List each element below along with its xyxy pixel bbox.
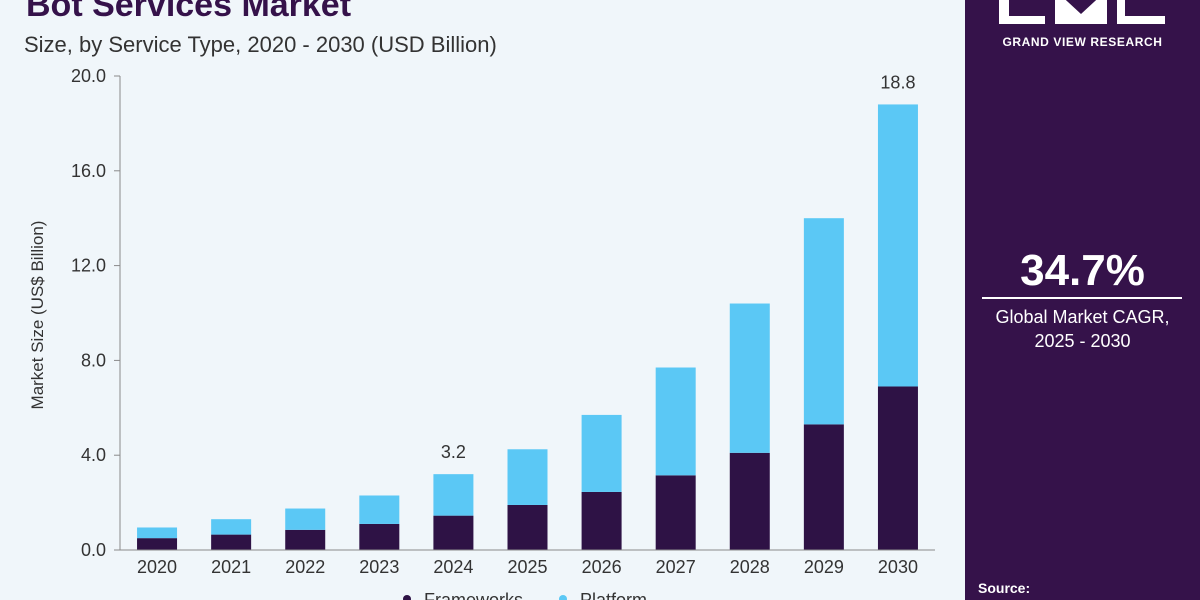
bar-platform-2024 — [433, 474, 474, 516]
x-tick-label: 2025 — [507, 557, 547, 577]
bar-frameworks-2024 — [433, 515, 474, 550]
bar-frameworks-2029 — [803, 424, 844, 550]
bar-chart: 0.0 4.0 8.0 12.0 16.0 20.0 Market Size (US$ Bi… — [28, 66, 935, 600]
y-tick-label: 16.0 — [71, 161, 106, 181]
bar-frameworks-2025 — [507, 504, 548, 550]
bar-frameworks-2022 — [285, 529, 326, 550]
y-tick-label: 0.0 — [81, 540, 106, 560]
data-label-2024: 3.2 — [441, 442, 466, 462]
y-axis-label: Market Size (US$ Billion) — [28, 221, 47, 410]
y-tick-label: 4.0 — [81, 445, 106, 465]
y-axis: 0.0 4.0 8.0 12.0 16.0 20.0 Market Size (US$ Bi… — [28, 66, 121, 560]
bar-platform-2026 — [581, 414, 622, 492]
legend-marker-platform — [559, 595, 567, 600]
x-tick-label: 2026 — [582, 557, 622, 577]
bar-frameworks-2023 — [359, 523, 400, 550]
x-tick-label: 2022 — [285, 557, 325, 577]
y-tick-label: 8.0 — [81, 350, 106, 370]
x-tick-label: 2021 — [211, 557, 251, 577]
bar-platform-2021 — [211, 519, 252, 535]
bar-platform-2022 — [285, 508, 326, 530]
bar-platform-2028 — [729, 303, 770, 453]
bar-frameworks-2020 — [137, 538, 178, 550]
brand-name: GRAND VIEW RESEARCH — [1002, 35, 1163, 49]
bar-platform-2025 — [507, 449, 548, 505]
x-tick-label: 2023 — [359, 557, 399, 577]
side-panel: GRAND VIEW RESEARCH 34.7% Global Market … — [965, 0, 1200, 600]
gvr-logo-icon — [999, 0, 1165, 24]
bar-frameworks-2021 — [211, 534, 252, 550]
bars-group — [137, 104, 918, 550]
bar-frameworks-2026 — [581, 491, 622, 550]
legend-label-frameworks: Frameworks — [424, 590, 523, 600]
bar-frameworks-2028 — [729, 452, 770, 550]
data-label-2030: 18.8 — [880, 72, 915, 92]
source-label: Source: — [978, 580, 1031, 596]
x-tick-label: 2030 — [878, 557, 918, 577]
bar-frameworks-2027 — [655, 475, 696, 550]
bar-platform-2020 — [137, 527, 178, 539]
cagr-label-line1: Global Market CAGR, — [995, 307, 1170, 327]
bar-platform-2029 — [803, 218, 844, 425]
chart-subtitle: Size, by Service Type, 2020 - 2030 (USD … — [24, 32, 497, 57]
y-tick-label: 12.0 — [71, 256, 106, 276]
bar-platform-2030 — [877, 104, 918, 387]
y-tick-label: 20.0 — [71, 66, 106, 86]
cagr-value: 34.7% — [1020, 246, 1145, 295]
x-axis: 2020 2021 2022 2023 2024 2025 2026 2027 2028 2029… — [120, 549, 935, 577]
x-tick-label: 2027 — [656, 557, 696, 577]
x-tick-label: 2028 — [730, 557, 770, 577]
cagr-label-line2: 2025 - 2030 — [1034, 331, 1131, 351]
bar-frameworks-2030 — [877, 386, 918, 550]
legend: Frameworks Platform — [403, 590, 647, 600]
chart-title: Bot Services Market — [26, 0, 352, 24]
bar-platform-2023 — [359, 495, 400, 524]
x-tick-label: 2024 — [433, 557, 473, 577]
bar-platform-2027 — [655, 367, 696, 476]
cagr-divider — [982, 297, 1182, 299]
legend-marker-frameworks — [403, 595, 411, 600]
x-tick-label: 2020 — [137, 557, 177, 577]
cagr-label: Global Market CAGR, 2025 - 2030 — [965, 305, 1200, 353]
data-labels-group: 3.2 18.8 — [441, 72, 916, 462]
x-tick-label: 2029 — [804, 557, 844, 577]
legend-label-platform: Platform — [580, 590, 647, 600]
